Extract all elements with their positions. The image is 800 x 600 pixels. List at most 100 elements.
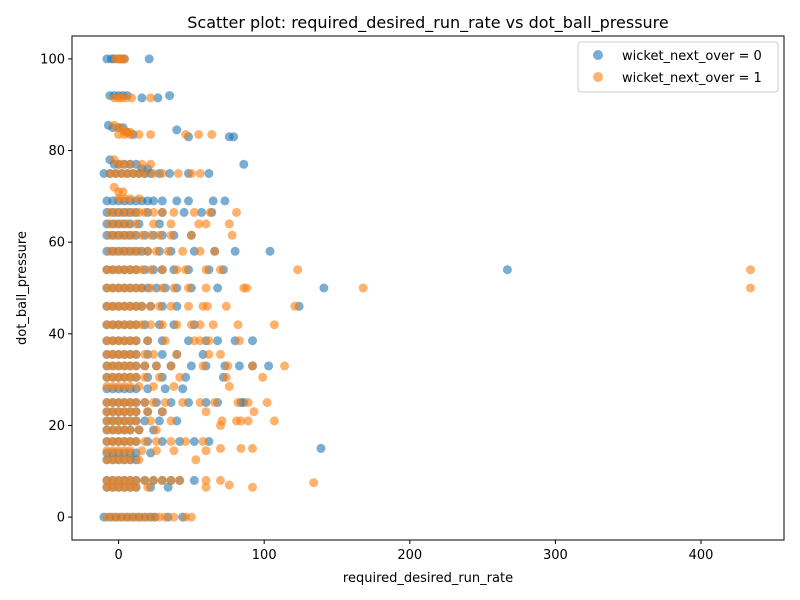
data-point [269,416,279,426]
data-point [746,283,755,293]
data-point [131,361,141,371]
data-point [118,187,128,197]
x-axis-label: required_desired_run_rate [343,571,513,586]
data-point [149,475,158,485]
data-point [258,372,268,382]
data-point [248,361,257,371]
data-point [262,398,272,407]
data-point [233,320,243,330]
data-point [243,398,253,407]
data-point [154,301,164,311]
data-point [149,169,158,178]
data-point [201,407,211,417]
legend-marker-series-1 [593,72,603,82]
data-point [223,361,233,371]
data-point [131,482,141,492]
data-point [137,265,147,275]
series-1-points [102,54,755,522]
data-point [229,132,239,142]
data-point [236,416,246,426]
legend: wicket_next_over = 0 wicket_next_over = … [577,41,779,93]
data-point [128,230,138,240]
data-point [195,398,205,407]
data-point [224,219,234,229]
data-point [204,169,214,178]
data-point [195,169,205,178]
y-axis: 0 20 40 60 80 100 [40,52,72,526]
data-point [172,196,182,206]
data-point [264,361,274,371]
data-point [184,196,193,206]
data-point [502,265,512,275]
data-point [146,283,156,293]
data-point [131,475,141,485]
data-point [221,301,231,311]
data-point [249,407,259,417]
data-point [140,207,150,217]
data-point [166,416,176,426]
data-point [125,455,135,465]
data-point [204,336,214,346]
data-point [140,475,150,485]
data-point [140,169,150,178]
data-point [134,130,144,139]
data-point [216,349,225,359]
legend-frame [577,41,779,93]
data-point [154,372,164,382]
data-point [198,437,208,446]
x-tick-label: 400 [689,548,714,563]
x-tick-label: 300 [543,548,568,563]
data-point [137,446,147,456]
data-point [195,246,205,256]
data-point [166,301,176,311]
data-point [178,398,188,407]
data-point [189,475,199,485]
data-point [146,416,156,426]
data-point [221,372,231,382]
data-point [184,301,193,311]
data-point [160,512,170,522]
data-point [269,320,279,330]
data-point [290,301,300,311]
data-point [134,425,144,435]
data-point [146,130,156,139]
data-point [131,349,141,359]
data-point [224,480,234,490]
data-point [319,283,329,293]
data-point [125,425,135,435]
data-point [151,446,161,456]
data-point [151,361,161,371]
data-point [165,91,175,101]
data-point [208,320,218,330]
data-point [163,246,173,256]
data-point [186,512,196,522]
plot-frame [71,35,785,541]
data-point [178,246,188,256]
data-point [169,207,179,217]
y-tick-label: 60 [48,236,65,251]
legend-label-series-1: wicket_next_over = 1 [622,71,762,86]
data-point [175,475,185,485]
data-point [194,130,204,139]
data-point [154,230,164,240]
data-point [119,54,129,64]
data-point [157,349,167,359]
data-point [181,265,191,275]
data-point [173,169,183,178]
data-point [166,437,176,446]
y-axis-label: dot_ball_pressure [15,231,30,345]
data-point [122,219,132,229]
data-point [224,382,234,391]
data-point [242,283,252,293]
data-point [137,159,147,169]
data-point [265,246,275,256]
data-point [143,246,153,256]
data-point [186,320,196,330]
data-point [195,320,205,330]
data-point [205,207,215,217]
data-point [149,349,158,359]
data-point [143,482,153,492]
y-tick-label: 100 [40,52,65,67]
data-point [157,320,167,330]
data-point [163,482,173,492]
